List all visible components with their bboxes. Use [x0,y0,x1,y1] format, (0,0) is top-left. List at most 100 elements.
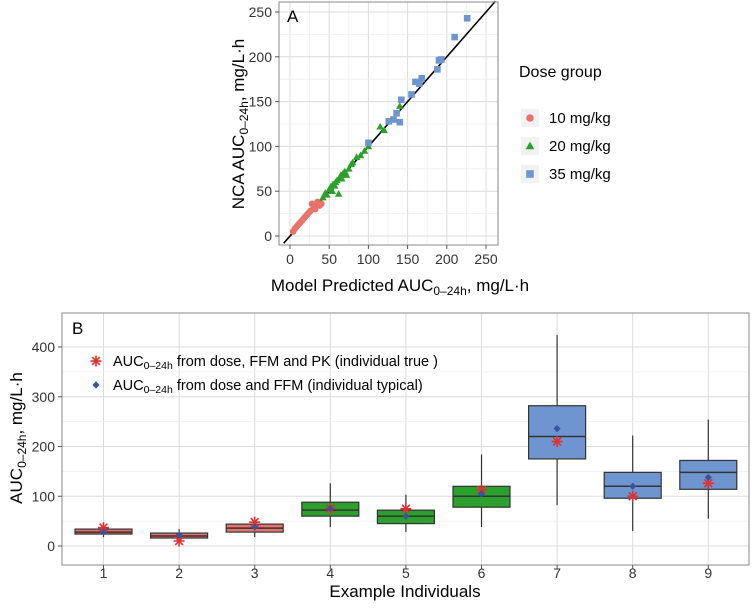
point-individual-true [476,484,487,496]
box-individual-9 [679,419,738,519]
data-point [342,171,351,178]
panel-b-y-axis-label: AUC0–24h, mg/L·h [7,372,29,504]
x-tick-label: 9 [704,565,712,581]
y-tick-label: 400 [32,339,56,355]
x-tick-label: 150 [396,251,420,267]
data-point [334,190,343,197]
legend-marker [526,170,534,178]
data-point [438,56,445,63]
x-tick-label: 4 [326,565,334,581]
legend-label: 20 mg/kg [549,138,611,155]
x-tick-label: 0 [286,251,294,267]
x-tick-label: 3 [251,565,259,581]
y-tick-label: 150 [249,94,273,110]
data-point [416,80,423,87]
panel-b-label: B [72,319,83,338]
panel-a-grid [279,2,498,245]
x-tick-label: 100 [357,251,381,267]
legend-marker [525,141,535,150]
data-point [337,174,346,182]
data-point [380,126,388,134]
point-individual-true [551,436,563,448]
data-point [323,190,331,198]
point-individual-typical [99,528,108,536]
legend-label: 35 mg/kg [549,166,611,183]
x-tick-label: 250 [474,251,498,267]
legend-label: 10 mg/kg [549,110,611,127]
data-point [408,91,415,98]
x-tick-label: 7 [553,565,561,581]
y-tick-label: 100 [32,488,56,504]
box-body [527,405,587,460]
data-point [330,182,339,189]
point-individual-typical [402,512,410,520]
data-point [412,78,419,86]
panel-a-points [289,14,471,235]
data-point [395,102,404,109]
point-individual-typical [326,505,334,513]
point-individual-typical [175,531,183,539]
panel-a-x-ticks: 0 50 100 150 200 250 [286,245,498,267]
y-tick-label: 100 [249,138,273,154]
y-tick-label: 200 [32,439,56,455]
data-point [311,205,319,213]
data-point [385,118,393,125]
x-tick-label: 8 [629,565,637,581]
panel-b-x-axis-label: Example Individuals [329,582,480,601]
box-individual-7 [527,335,587,506]
x-tick-label: 200 [435,251,459,267]
legend-marker-diamond [92,381,100,389]
data-point [463,14,471,22]
data-point [356,151,365,159]
data-point [352,153,361,160]
legend-title: Dose group [519,64,602,81]
data-point [360,147,369,154]
panel-a-label: A [287,7,299,26]
x-tick-label: 1 [100,565,108,581]
panel-b-points [98,424,714,547]
data-point [345,165,353,172]
data-point [365,139,372,147]
data-point [319,193,327,201]
data-point [348,158,357,166]
y-tick-label: 50 [256,183,272,199]
legend-item-individual-true: AUC0–24h from dose, FFM and PK (individu… [90,354,438,372]
legend-marker-asterisk [90,355,102,367]
panel-a-y-ticks: 0 50 100 150 200 250 [249,4,279,244]
point-individual-typical [477,490,486,498]
data-point [328,187,337,195]
panel-a-y-axis-label: NCA AUC0–24h, mg/L·h [229,39,251,209]
data-point [318,200,325,208]
data-point [418,75,426,82]
data-point [376,122,384,130]
data-point [398,96,405,104]
y-tick-label: 250 [249,4,273,20]
data-point [393,109,400,117]
point-individual-typical [251,523,259,531]
point-individual-typical [704,473,712,481]
point-individual-true [400,503,412,515]
legend-marker [526,114,534,122]
data-point [451,33,458,41]
data-point [434,66,441,73]
y-tick-label: 300 [32,389,56,405]
data-point [390,116,397,123]
x-tick-label: 2 [175,565,183,581]
y-tick-label: 0 [47,538,55,554]
legend-marker-diamond [92,381,100,389]
panel-a-x-axis-label: Model Predicted AUC0–24h, mg/L·h [271,276,529,298]
panel-a-border [278,1,499,246]
panel-b-x-ticks: 1 2 3 4 5 6 7 8 9 [100,565,712,581]
legend-marker-asterisk [90,355,102,367]
panel-b-legend: AUC0–24h from dose, FFM and PK (individu… [90,354,438,396]
point-individual-typical [629,482,637,490]
x-tick-label: 6 [478,565,486,581]
panel-a: A 0 50 100 150 200 250 0 50 100 150 200 250 Model … [229,0,611,298]
data-point [396,118,404,126]
panel-a-legend: Dose group 10 mg/kg 20 mg/kg 35 mg/kg [519,64,611,183]
y-tick-label: 200 [249,49,273,65]
y-tick-label: 0 [264,228,272,244]
panel-b: B 1 2 3 4 5 6 7 8 9 0 100 200 300 400 Example Indivi… [7,312,750,601]
